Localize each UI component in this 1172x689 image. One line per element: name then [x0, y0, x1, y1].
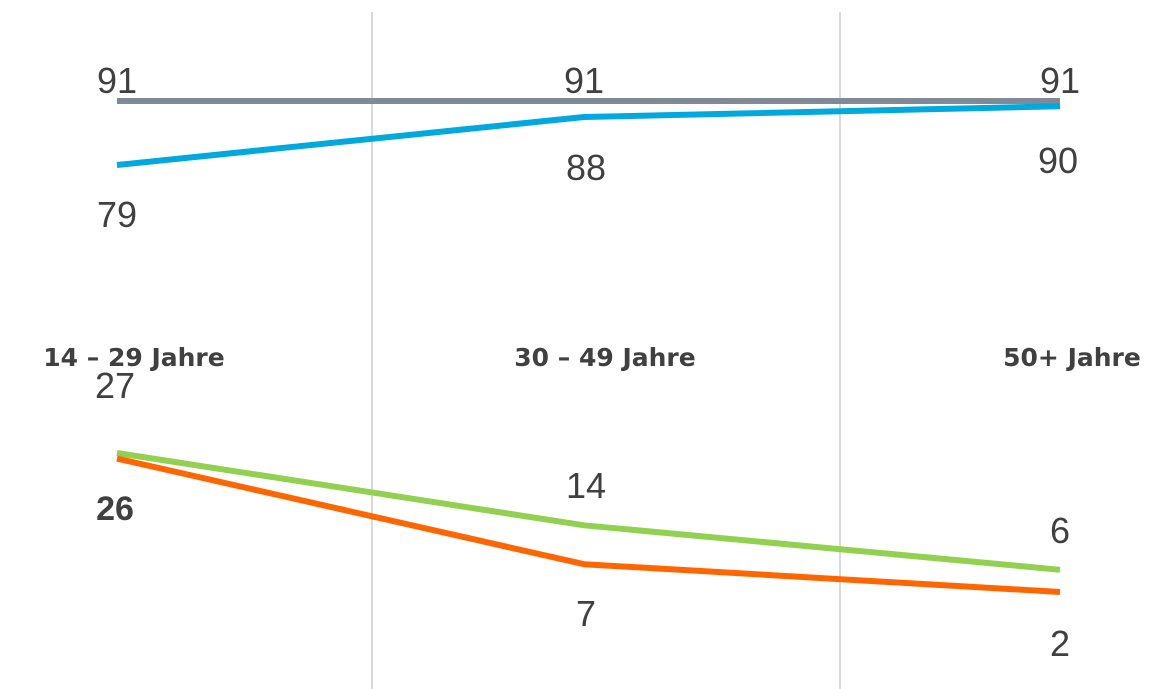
data-label-green: 14 — [566, 465, 606, 506]
category-labels: 14 – 29 Jahre 30 – 49 Jahre 50+ Jahre — [43, 343, 1141, 372]
series-line-green — [116, 450, 1061, 573]
category-label: 50+ Jahre — [1003, 343, 1141, 372]
data-label-gray: 91 — [564, 60, 604, 101]
series-lines — [116, 98, 1061, 595]
data-label-orange: 2 — [1050, 623, 1070, 664]
data-label-blue: 79 — [97, 194, 137, 235]
data-label-blue: 90 — [1038, 140, 1078, 181]
data-label-green: 27 — [95, 365, 135, 406]
data-labels: 91 91 91 79 88 90 27 14 6 26 7 2 — [95, 60, 1080, 664]
data-label-gray: 91 — [1040, 60, 1080, 101]
data-label-blue: 88 — [566, 147, 606, 188]
data-label-orange: 7 — [576, 593, 596, 634]
category-label: 30 – 49 Jahre — [514, 343, 695, 372]
series-line-orange — [116, 455, 1061, 595]
category-label: 14 – 29 Jahre — [43, 343, 224, 372]
data-label-green: 6 — [1050, 510, 1070, 551]
series-line-blue — [116, 103, 1061, 168]
data-label-orange: 26 — [96, 490, 134, 528]
data-label-gray: 91 — [97, 60, 137, 101]
